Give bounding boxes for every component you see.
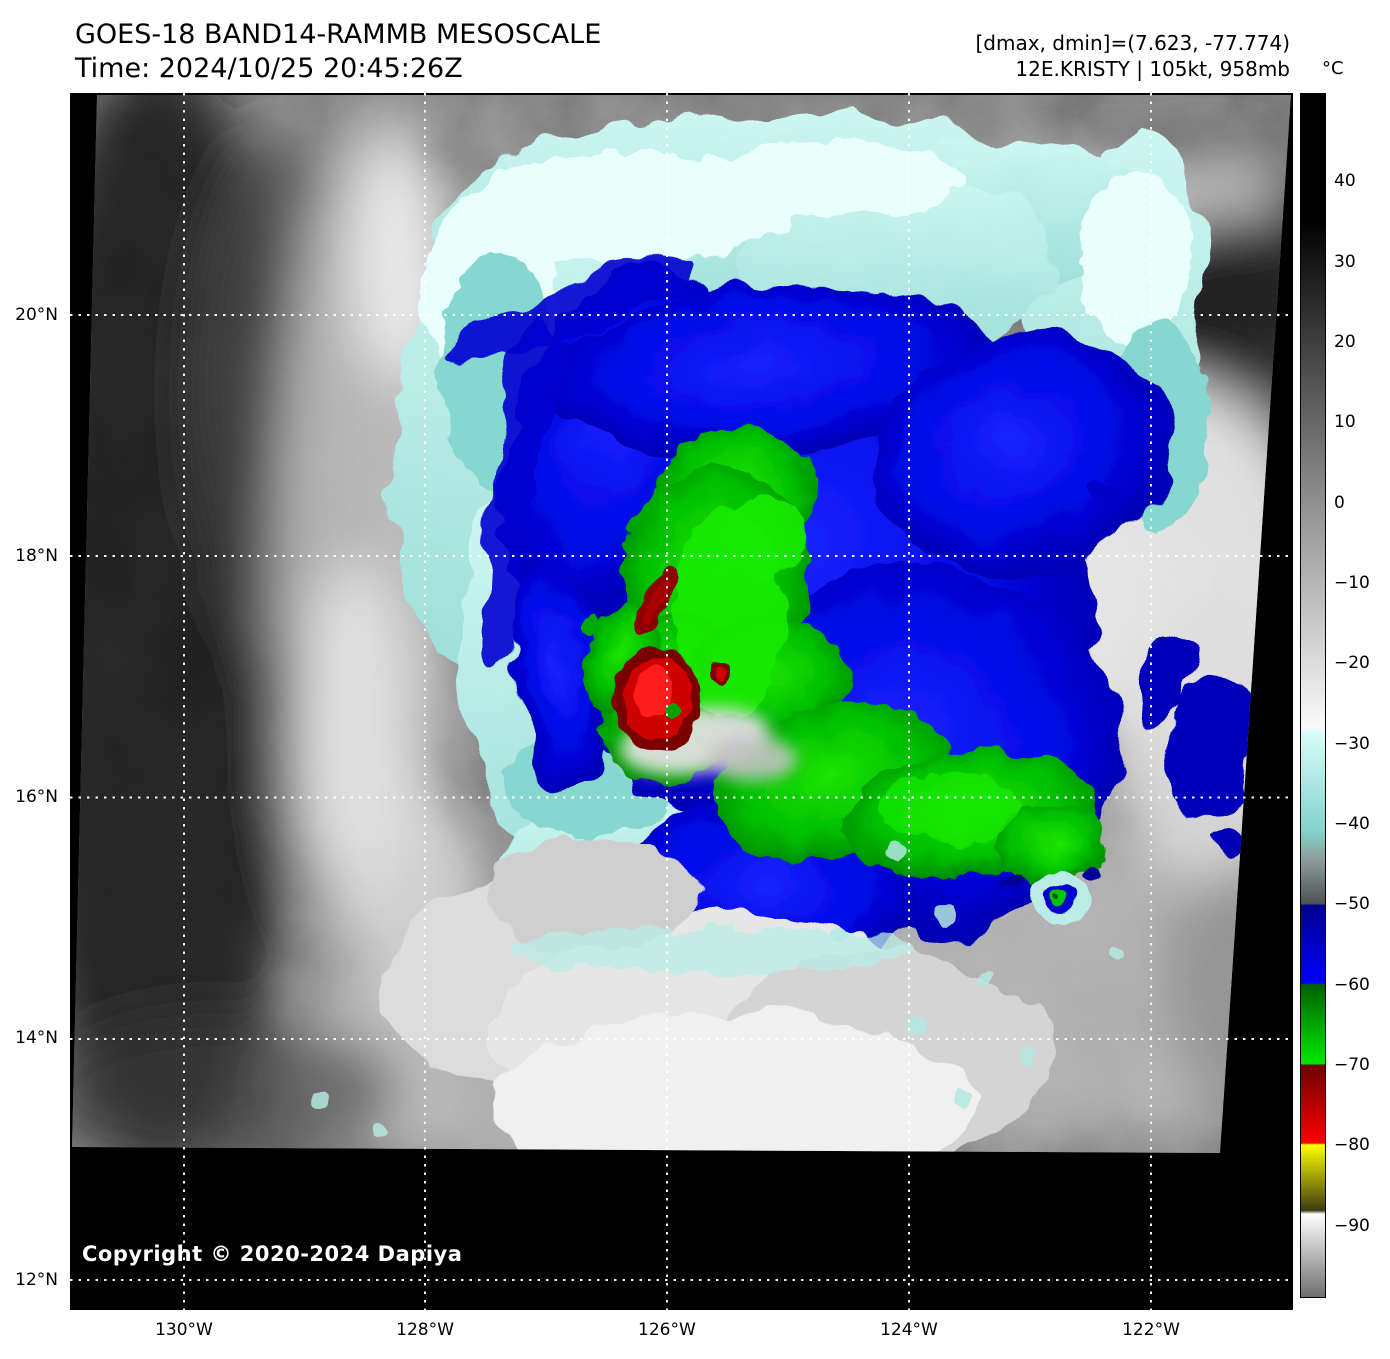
product-time: Time: 2024/10/25 20:45:26Z bbox=[75, 53, 463, 84]
colorbar-tick-label: −10 bbox=[1334, 573, 1370, 594]
longitude-tick-label: 122°W bbox=[1122, 1320, 1180, 1340]
title-block: GOES-18 BAND14-RAMMB MESOSCALE Time: 202… bbox=[75, 18, 601, 86]
colorbar-tick-label: −40 bbox=[1334, 814, 1370, 835]
colorbar-tick-label: −90 bbox=[1334, 1215, 1370, 1236]
satellite-data-region bbox=[72, 95, 1291, 1153]
annotation-block: [dmax, dmin]=(7.623, -77.774) 12E.KRISTY… bbox=[975, 30, 1290, 82]
longitude-tick-label: 124°W bbox=[880, 1320, 938, 1340]
colorbar-tick-label: 0 bbox=[1334, 492, 1345, 513]
colorbar-tick-label: −50 bbox=[1334, 894, 1370, 915]
colorbar-tick-label: −30 bbox=[1334, 733, 1370, 754]
storm-annotation: 12E.KRISTY | 105kt, 958mb bbox=[1015, 57, 1290, 81]
isolated-convective-cell bbox=[998, 868, 1099, 924]
colorbar-tick-label: 20 bbox=[1334, 332, 1356, 353]
longitude-tick-label: 130°W bbox=[155, 1320, 213, 1340]
copyright-text: Copyright © 2020-2024 Dapiya bbox=[82, 1242, 463, 1266]
anvil-white-clouds bbox=[385, 838, 1050, 1153]
latitude-tick-label: 14°N bbox=[15, 1028, 58, 1048]
colorbar-gradient bbox=[1300, 93, 1326, 1298]
latitude-tick-label: 16°N bbox=[15, 787, 58, 808]
longitude-tick-label: 126°W bbox=[638, 1320, 696, 1340]
latitude-tick-label: 18°N bbox=[15, 545, 58, 566]
colorbar-tick-label: 30 bbox=[1334, 251, 1356, 272]
satellite-image-art bbox=[70, 93, 1293, 1310]
product-title: GOES-18 BAND14-RAMMB MESOSCALE bbox=[75, 19, 602, 50]
latitude-tick-label: 12°N bbox=[15, 1269, 58, 1290]
colorbar-tick-label: −80 bbox=[1334, 1135, 1370, 1156]
latitude-tick-label: 20°N bbox=[15, 304, 58, 325]
colorbar-tick-label: −60 bbox=[1334, 974, 1370, 995]
scattered-cyan-cells bbox=[310, 842, 1123, 1138]
colorbar-tick-label: 10 bbox=[1334, 412, 1356, 433]
coldest-tops-red bbox=[614, 566, 730, 752]
colorbar-unit-label: °C bbox=[1322, 58, 1344, 79]
colorbar-tick-label: 40 bbox=[1334, 171, 1356, 192]
colorbar-tick-label: −20 bbox=[1334, 653, 1370, 674]
colorbar-tick-label: −70 bbox=[1334, 1055, 1370, 1076]
longitude-tick-label: 128°W bbox=[396, 1320, 454, 1340]
anvil-cyan-fringe bbox=[510, 927, 910, 975]
dmax-dmin-annotation: [dmax, dmin]=(7.623, -77.774) bbox=[975, 31, 1290, 55]
satellite-map: Copyright © 2020-2024 Dapiya bbox=[70, 93, 1293, 1310]
